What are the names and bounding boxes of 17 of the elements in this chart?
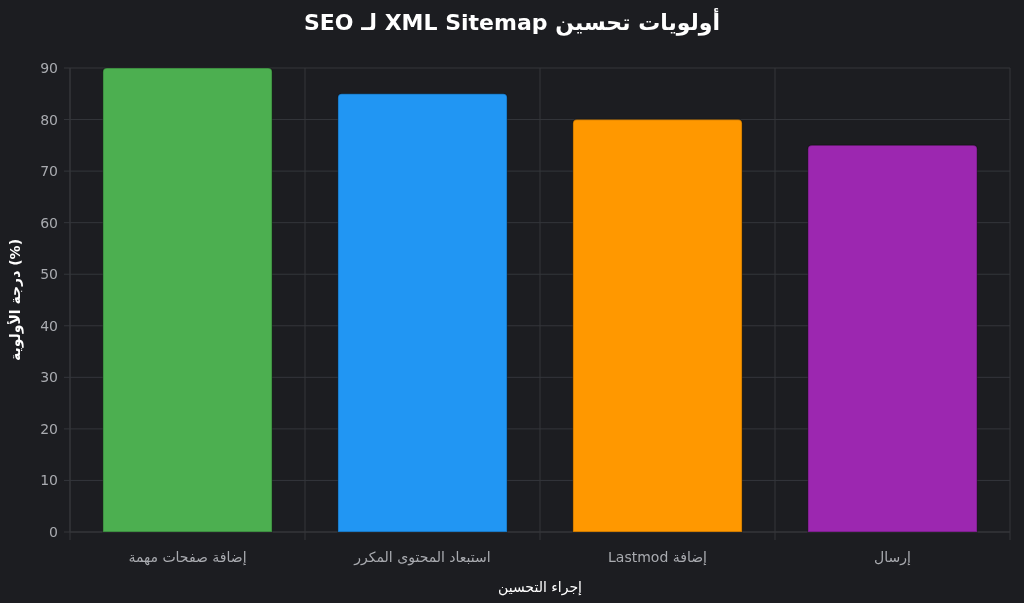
x-tick-label: إضافة صفحات مهمة <box>128 549 247 566</box>
x-tick-label: إضافة Lastmod <box>608 549 708 566</box>
y-tick-label: 50 <box>40 266 58 283</box>
y-tick-label: 30 <box>40 369 58 386</box>
y-tick-label: 60 <box>40 214 58 231</box>
y-tick-label: 20 <box>40 420 58 437</box>
x-tick-label: إرسال <box>874 549 912 566</box>
x-tick-label: استبعاد المحتوى المكرر <box>353 549 491 566</box>
y-tick-label: 0 <box>49 524 58 540</box>
y-tick-label: 90 <box>40 60 58 76</box>
y-tick-label: 10 <box>40 472 58 489</box>
y-axis-title: درجة الأولوية (%) <box>7 238 24 362</box>
y-tick-label: 70 <box>40 163 58 180</box>
y-tick-label: 80 <box>40 111 58 128</box>
y-tick-label: 40 <box>40 317 58 334</box>
x-axis-title: إجراء التحسين <box>498 579 583 596</box>
chart-title: أولويات تحسين XML Sitemap لـ SEO <box>303 7 721 36</box>
